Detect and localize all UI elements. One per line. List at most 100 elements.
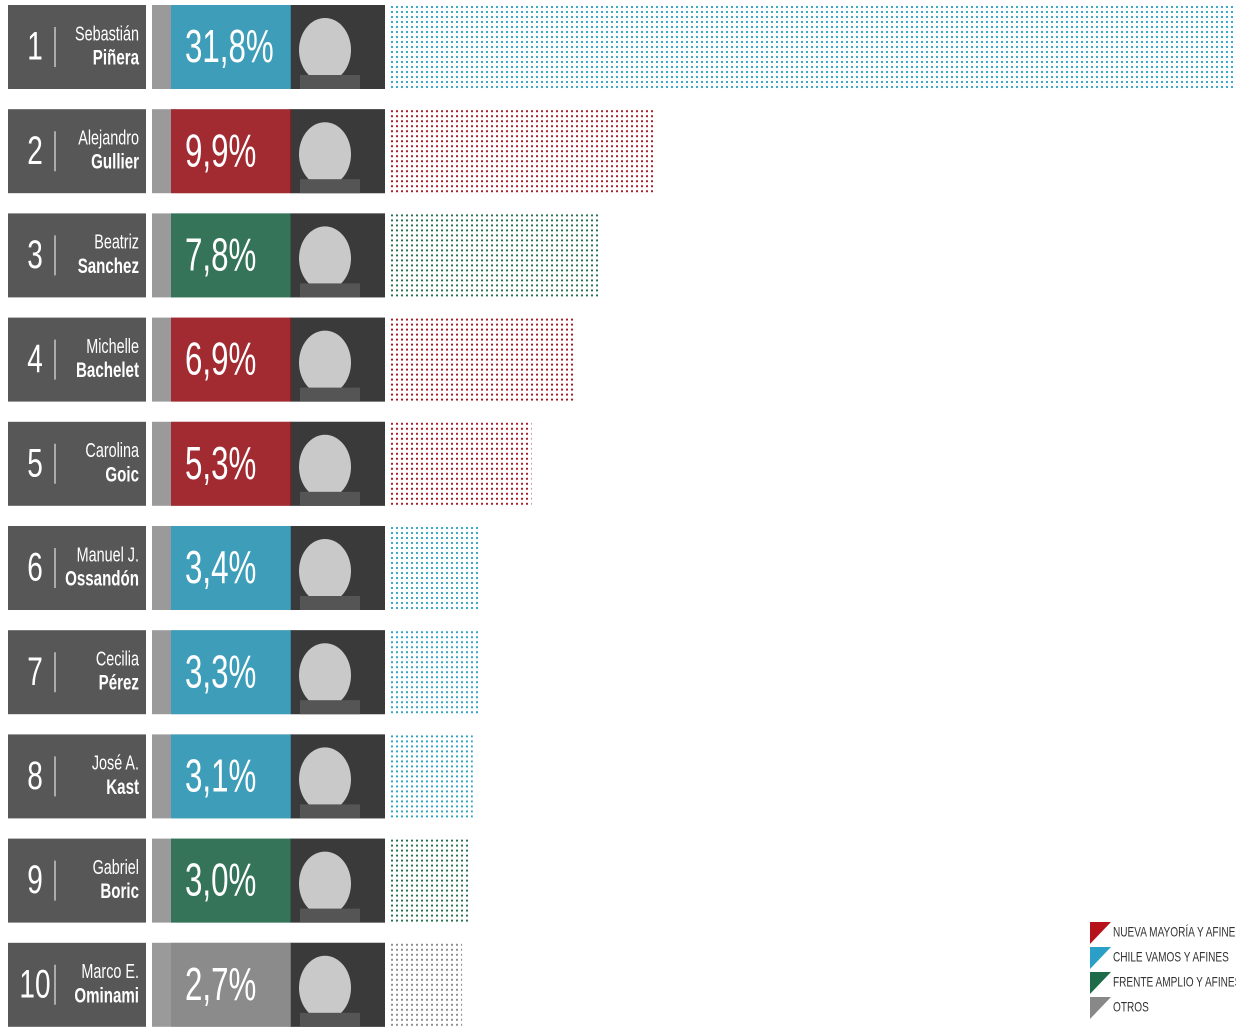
bar — [390, 942, 463, 1027]
rank: 4 — [27, 337, 43, 381]
bar — [390, 526, 481, 610]
photo-face — [299, 747, 351, 812]
value-label: 2,7% — [185, 959, 256, 1010]
last-name: Pérez — [99, 670, 139, 694]
value-label: 5,3% — [185, 438, 256, 489]
name-box — [8, 734, 146, 819]
first-name: Manuel J. — [77, 543, 139, 566]
last-name: Ossandón — [65, 566, 139, 590]
photo-body — [300, 491, 360, 506]
legend-swatch — [1090, 947, 1111, 969]
percent-overlay — [171, 109, 291, 194]
name-box — [8, 942, 146, 1027]
photo-body — [300, 283, 360, 298]
legend-label: FRENTE AMPLIO Y AFINES — [1113, 974, 1236, 990]
value-label: 3,0% — [185, 855, 256, 906]
name-box — [8, 213, 146, 298]
value-label: 9,9% — [185, 125, 256, 176]
legend-label: CHILE VAMOS Y AFINES — [1113, 949, 1229, 965]
value-label: 7,8% — [185, 230, 256, 281]
percent-overlay — [171, 526, 291, 610]
bar — [390, 630, 479, 715]
rank: 8 — [27, 754, 43, 798]
photo-face — [299, 434, 351, 499]
bar — [390, 5, 1236, 89]
rank: 5 — [27, 442, 43, 486]
photo-body — [300, 75, 360, 89]
bar — [390, 213, 599, 298]
photo-body — [300, 596, 360, 610]
first-name: Michelle — [86, 335, 139, 358]
photo-body — [300, 700, 360, 715]
photo-body — [300, 908, 360, 923]
name-box — [8, 526, 146, 610]
last-name: Piñera — [93, 45, 140, 69]
first-name: Marco E. — [81, 960, 139, 983]
percent-overlay — [171, 213, 291, 298]
photo-face — [299, 330, 351, 395]
last-name: Bachelet — [76, 358, 139, 382]
legend-swatch — [1090, 997, 1111, 1019]
first-name: Alejandro — [78, 126, 139, 149]
percent-overlay — [171, 5, 291, 89]
first-name: Beatriz — [94, 230, 139, 253]
value-label: 3,4% — [185, 542, 256, 593]
percent-overlay — [171, 421, 291, 506]
photo-body — [300, 804, 360, 819]
first-name: Cecilia — [96, 647, 139, 670]
last-name: Goic — [105, 462, 139, 486]
rank: 3 — [27, 233, 43, 277]
bar — [390, 734, 473, 819]
legend-swatch — [1090, 972, 1111, 994]
first-name: Carolina — [85, 439, 139, 462]
last-name: Boric — [100, 879, 139, 903]
rank: 9 — [27, 858, 43, 902]
photo-face — [299, 643, 351, 708]
photo-face — [299, 955, 351, 1020]
photo-body — [300, 179, 360, 194]
last-name: Sanchez — [78, 253, 139, 277]
name-box — [8, 5, 146, 89]
rank: 2 — [27, 129, 43, 173]
first-name: Gabriel — [93, 856, 139, 879]
legend-label: NUEVA MAYORÍA Y AFINES — [1113, 923, 1236, 940]
percent-overlay — [171, 838, 291, 923]
bar — [390, 317, 575, 402]
rank: 6 — [27, 546, 43, 590]
photo-face — [299, 18, 351, 82]
name-box — [8, 838, 146, 923]
last-name: Kast — [106, 774, 139, 798]
photo-face — [299, 122, 351, 187]
rank: 1 — [27, 25, 43, 69]
photo-face — [299, 226, 351, 291]
name-box — [8, 109, 146, 194]
value-label: 31,8% — [185, 21, 274, 72]
percent-overlay — [171, 630, 291, 715]
name-box — [8, 630, 146, 715]
first-name: José A. — [92, 751, 139, 774]
rank: 7 — [27, 650, 43, 694]
photo-body — [300, 1012, 360, 1027]
percent-overlay — [171, 942, 291, 1027]
value-label: 6,9% — [185, 334, 256, 385]
rank: 10 — [19, 963, 50, 1007]
name-box — [8, 317, 146, 402]
value-label: 3,3% — [185, 646, 256, 697]
value-label: 3,1% — [185, 751, 256, 802]
photo-face — [299, 539, 351, 603]
percent-overlay — [171, 317, 291, 402]
bar — [390, 109, 655, 194]
photo-face — [299, 851, 351, 916]
bar — [390, 421, 532, 506]
bar — [390, 838, 471, 923]
first-name: Sebastián — [75, 22, 139, 45]
last-name: Gullier — [91, 149, 139, 173]
legend-label: OTROS — [1113, 999, 1149, 1015]
photo-body — [300, 387, 360, 402]
legend-swatch — [1090, 922, 1111, 944]
percent-overlay — [171, 734, 291, 819]
name-box — [8, 421, 146, 506]
last-name: Ominami — [74, 983, 139, 1007]
